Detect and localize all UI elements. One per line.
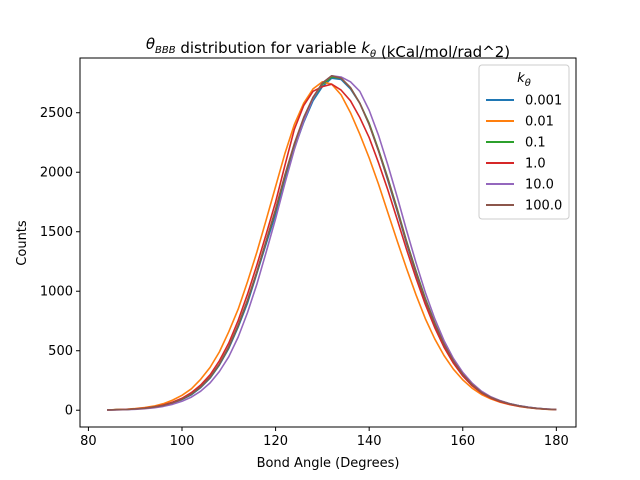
x-axis-label: Bond Angle (Degrees): [257, 456, 400, 471]
axes-frame: [79, 57, 577, 428]
legend: kθ 0.001 0.01 0.1 1.0 10.0 100.0: [478, 64, 570, 220]
y-tick-label: 2000: [40, 166, 73, 181]
y-tick-label: 1500: [40, 225, 73, 240]
y-tick-label: 1000: [40, 285, 73, 300]
legend-label: 10.0: [525, 178, 554, 193]
legend-label: 1.0: [525, 157, 546, 172]
legend-label: 0.01: [525, 115, 554, 130]
x-tick-label: 100: [170, 434, 195, 449]
x-tick-label: 160: [450, 434, 475, 449]
y-tick-label: 500: [48, 344, 73, 359]
series-line-100-0: [107, 75, 557, 411]
plot-area: [79, 57, 577, 428]
series-layer: [107, 75, 557, 411]
legend-label: 0.001: [525, 94, 562, 109]
y-axis-label: Counts: [15, 220, 30, 266]
x-axis: 80 100 120 140 160 180: [80, 427, 569, 449]
y-axis: 0 500 1000 1500 2000 2500: [40, 106, 80, 419]
legend-label: 100.0: [525, 199, 562, 214]
x-tick-label: 80: [80, 434, 97, 449]
legend-entries: 0.001 0.01 0.1 1.0 10.0 100.0: [486, 94, 562, 214]
x-tick-label: 140: [357, 434, 382, 449]
x-tick-label: 120: [263, 434, 288, 449]
y-tick-label: 2500: [40, 106, 73, 121]
legend-box: [478, 64, 570, 220]
x-tick-label: 180: [544, 434, 569, 449]
y-tick-label: 0: [65, 404, 73, 419]
legend-label: 0.1: [525, 136, 546, 151]
legend-title: kθ: [517, 71, 531, 89]
